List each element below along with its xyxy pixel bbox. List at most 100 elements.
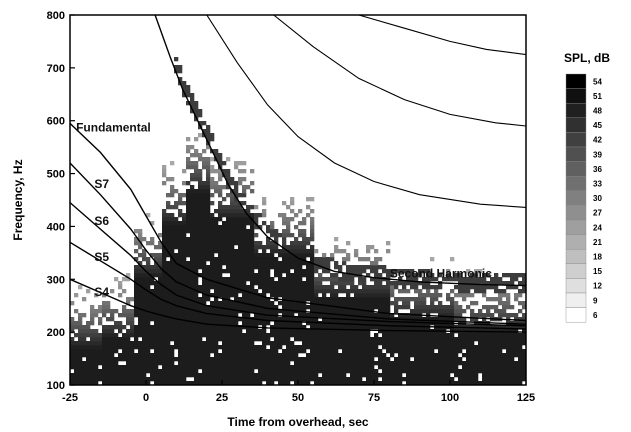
heat-cell — [234, 265, 239, 270]
heat-cell — [486, 325, 491, 330]
heat-cell — [174, 229, 179, 234]
heat-cell — [290, 261, 295, 266]
heat-cell — [78, 313, 83, 318]
heat-cell — [242, 321, 247, 326]
heat-cell — [290, 253, 295, 258]
heat-cell — [182, 349, 187, 354]
heat-cell — [298, 233, 303, 238]
heat-cell — [302, 245, 307, 250]
heat-cell — [486, 337, 491, 342]
heat-cell — [106, 369, 111, 374]
heat-cell — [134, 241, 139, 246]
heat-cell — [210, 349, 215, 354]
heat-cell — [518, 369, 523, 374]
heat-cell — [502, 361, 507, 366]
heat-cell — [478, 277, 483, 282]
heat-cell — [302, 317, 307, 322]
heat-cell — [126, 357, 131, 362]
heat-cell — [82, 345, 87, 350]
heat-cell — [302, 281, 307, 286]
heat-cell — [94, 313, 99, 318]
heat-cell — [290, 369, 295, 374]
heat-cell — [398, 281, 403, 286]
heat-cell — [90, 341, 95, 346]
heat-cell — [142, 309, 147, 314]
heat-cell — [90, 321, 95, 326]
heat-cell — [390, 361, 395, 366]
heat-cell — [322, 285, 327, 290]
heat-cell — [170, 357, 175, 362]
heat-cell — [254, 261, 259, 266]
heat-cell — [190, 205, 195, 210]
heat-cell — [438, 345, 443, 350]
heat-cell — [418, 369, 423, 374]
heat-cell — [222, 321, 227, 326]
heat-cell — [218, 321, 223, 326]
heat-cell — [130, 313, 135, 318]
heat-cell — [202, 129, 207, 134]
heat-cell — [290, 357, 295, 362]
heat-cell — [110, 349, 115, 354]
heat-cell — [322, 309, 327, 314]
heat-cell — [254, 233, 259, 238]
heat-cell — [310, 277, 315, 282]
heat-cell — [230, 213, 235, 218]
heat-cell — [414, 349, 419, 354]
colorbar-label: 15 — [593, 267, 602, 276]
heat-cell — [310, 249, 315, 254]
heat-cell — [230, 353, 235, 358]
heat-cell — [434, 369, 439, 374]
heat-cell — [318, 325, 323, 330]
heat-cell — [230, 341, 235, 346]
heat-cell — [82, 325, 87, 330]
heat-cell — [366, 273, 371, 278]
heat-cell — [398, 333, 403, 338]
heat-cell — [86, 349, 91, 354]
heat-cell — [410, 373, 415, 378]
heat-cell — [446, 333, 451, 338]
heat-cell — [242, 377, 247, 382]
heat-cell — [310, 225, 315, 230]
heat-cell — [294, 261, 299, 266]
heat-cell — [374, 293, 379, 298]
heat-cell — [142, 297, 147, 302]
heat-cell — [150, 237, 155, 242]
heat-cell — [342, 341, 347, 346]
heat-cell — [194, 313, 199, 318]
heat-cell — [522, 349, 526, 354]
heat-cell — [154, 313, 159, 318]
heat-cell — [170, 249, 175, 254]
heat-cell — [202, 249, 207, 254]
heat-cell — [454, 381, 459, 385]
heat-cell — [314, 261, 319, 266]
heat-cell — [98, 317, 103, 322]
heat-cell — [206, 237, 211, 242]
heat-cell — [194, 261, 199, 266]
heat-cell — [290, 301, 295, 306]
heat-cell — [366, 245, 371, 250]
heat-cell — [294, 317, 299, 322]
heat-cell — [474, 273, 479, 278]
heat-cell — [518, 377, 523, 382]
heat-cell — [386, 325, 391, 330]
colorbar-swatch — [565, 190, 587, 206]
heat-cell — [374, 249, 379, 254]
heat-cell — [90, 349, 95, 354]
heat-cell — [406, 369, 411, 374]
heat-cell — [94, 369, 99, 374]
heat-cell — [162, 225, 167, 230]
heat-cell — [450, 361, 455, 366]
heat-cell — [82, 365, 87, 370]
heat-cell — [190, 289, 195, 294]
heat-cell — [174, 221, 179, 226]
heat-cell — [318, 341, 323, 346]
heat-cell — [458, 333, 463, 338]
heat-cell — [70, 373, 75, 378]
heat-cell — [178, 373, 183, 378]
heat-cell — [426, 377, 431, 382]
heat-cell — [142, 301, 147, 306]
heat-cell — [166, 337, 171, 342]
heat-cell — [150, 353, 155, 358]
heat-cell — [346, 333, 351, 338]
heat-cell — [226, 313, 231, 318]
